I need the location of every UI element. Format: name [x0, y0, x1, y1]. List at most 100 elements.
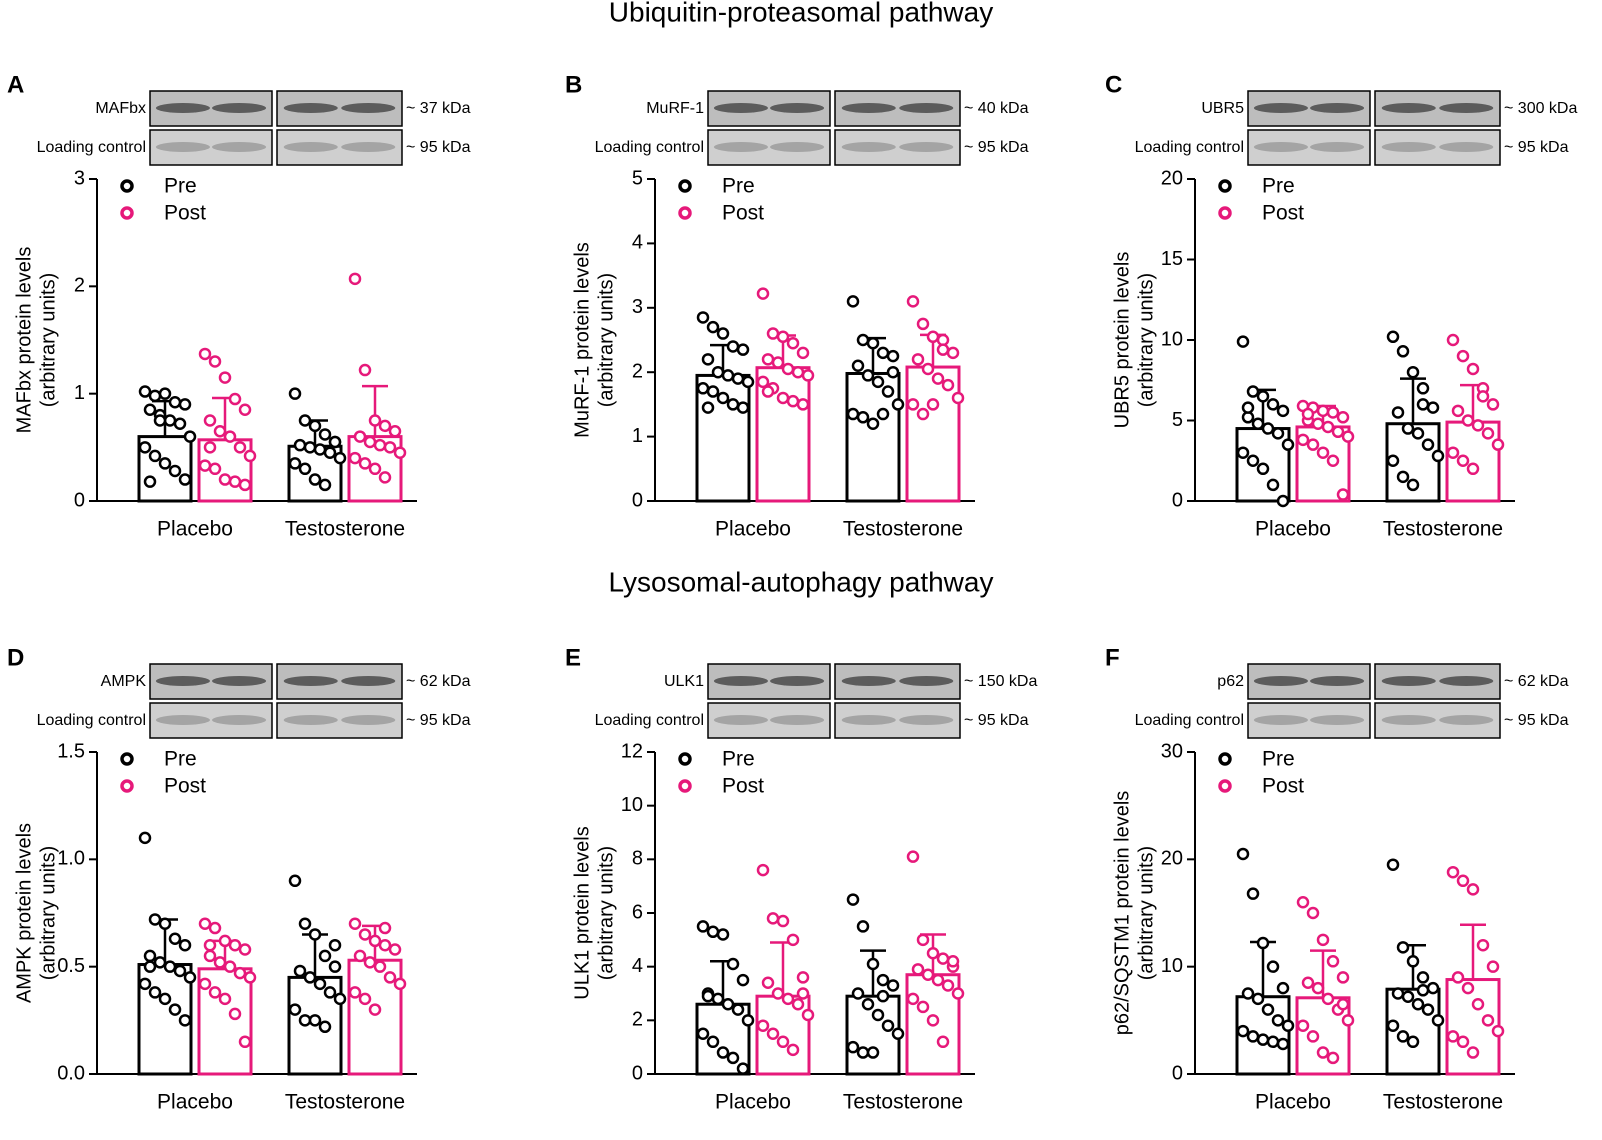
data-point: [388, 943, 402, 956]
legend-marker: [678, 206, 692, 220]
data-point: [1491, 1024, 1505, 1038]
data-point: [218, 992, 232, 1006]
data-point: [1336, 488, 1350, 501]
data-point: [1296, 896, 1310, 909]
blot-band: [283, 103, 338, 113]
blot-size: ~ 95 kDa: [406, 712, 471, 729]
y-axis-label: (arbitrary units): [595, 846, 617, 980]
data-point: [303, 441, 317, 454]
data-point: [243, 971, 257, 984]
data-point: [1266, 478, 1280, 492]
data-point: [1476, 390, 1490, 403]
y-axis-label: UBR5 protein levels: [1111, 252, 1133, 429]
data-point: [731, 1003, 745, 1016]
legend-marker: [120, 779, 134, 793]
blot-band: [899, 676, 954, 686]
data-point: [1446, 865, 1460, 879]
data-point: [1236, 446, 1250, 459]
blot-band: [1253, 103, 1308, 113]
data-point: [383, 971, 397, 984]
data-point: [941, 979, 955, 992]
y-tick-label: 3: [632, 296, 643, 318]
y-tick-label: 5: [1172, 409, 1183, 431]
blot-band: [1253, 715, 1308, 725]
data-point: [358, 928, 372, 941]
data-point: [906, 992, 920, 1006]
blot-size: ~ 95 kDa: [964, 712, 1029, 729]
data-point: [921, 362, 935, 376]
blot-band: [212, 715, 267, 725]
data-point: [308, 928, 322, 941]
data-point: [776, 914, 790, 928]
data-point: [1271, 427, 1285, 440]
data-point: [148, 389, 162, 403]
data-point: [1411, 997, 1425, 1011]
legend-label: Pre: [164, 175, 197, 198]
data-point: [1321, 992, 1335, 1006]
data-point: [1256, 390, 1270, 403]
data-point: [701, 353, 715, 366]
data-point: [203, 938, 217, 952]
panel: C UBR5 ~ 300 kDa Loading control ~ 95 kDa 0 5 1…: [1105, 71, 1577, 540]
data-point: [1261, 1003, 1275, 1016]
data-point: [1486, 960, 1500, 973]
data-point: [906, 295, 920, 308]
data-point: [936, 1035, 950, 1049]
blot-band: [841, 715, 896, 725]
data-point: [1276, 1037, 1290, 1051]
data-point: [1391, 406, 1405, 419]
data-point: [1316, 933, 1330, 947]
data-point: [866, 1046, 880, 1059]
data-point: [951, 987, 965, 1000]
legend-marker: [678, 779, 692, 793]
data-point: [183, 971, 197, 984]
blot-band: [899, 103, 954, 113]
data-point: [866, 957, 880, 971]
data-point: [243, 449, 257, 463]
blot-band: [899, 142, 954, 152]
data-point: [1241, 401, 1255, 414]
x-tick-label: Placebo: [1255, 1091, 1331, 1114]
data-point: [1461, 414, 1475, 427]
blot-label: Loading control: [595, 712, 704, 729]
data-point: [771, 356, 785, 369]
y-tick-label: 1.5: [57, 740, 85, 762]
data-point: [1471, 419, 1485, 432]
data-point: [378, 938, 392, 952]
data-point: [158, 992, 172, 1006]
data-point: [1426, 401, 1440, 414]
data-point: [363, 435, 377, 449]
blot-band: [1381, 142, 1436, 152]
y-tick-label: 12: [621, 740, 643, 762]
data-point: [288, 457, 302, 470]
data-point: [1426, 981, 1440, 995]
data-point: [288, 1003, 302, 1016]
blot-size: ~ 37 kDa: [406, 100, 471, 117]
blot-label: p62: [1217, 673, 1244, 690]
data-point: [1421, 438, 1435, 451]
blot-band: [155, 676, 210, 686]
blot-label: Loading control: [37, 139, 146, 156]
data-point: [1301, 976, 1315, 990]
y-tick-label: 10: [621, 794, 643, 816]
data-point: [168, 932, 182, 946]
blot-band: [841, 142, 896, 152]
data-point: [373, 960, 387, 973]
data-point: [1271, 1014, 1285, 1027]
data-point: [378, 921, 392, 935]
y-tick-label: 1.0: [57, 848, 85, 870]
legend-label: Pre: [722, 175, 755, 198]
bar: [137, 435, 193, 503]
data-point: [143, 403, 157, 417]
data-point: [716, 928, 730, 941]
data-point: [766, 327, 780, 340]
data-point: [298, 917, 312, 930]
data-point: [1266, 398, 1280, 411]
data-point: [178, 473, 192, 486]
data-point: [1451, 404, 1465, 418]
legend-label: Post: [1262, 202, 1304, 225]
data-point: [1256, 936, 1270, 950]
blot-size: ~ 95 kDa: [406, 139, 471, 156]
blot-band: [1310, 103, 1365, 113]
y-tick-label: 2: [632, 360, 643, 382]
